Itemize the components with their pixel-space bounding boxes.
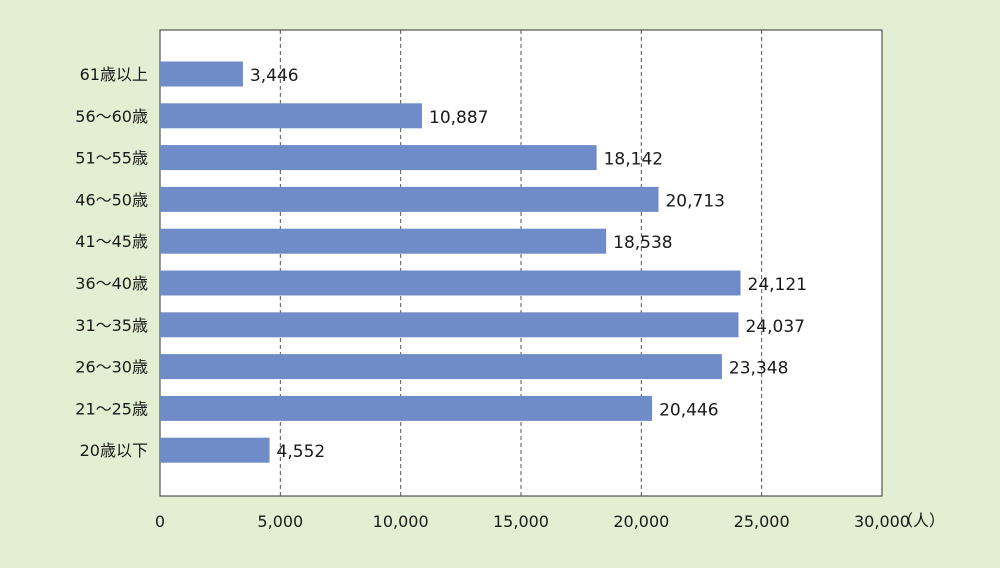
category-label: 56～60歳 <box>75 107 148 126</box>
bar <box>160 312 739 338</box>
value-label: 23,348 <box>729 359 788 379</box>
category-label: 36～40歳 <box>75 274 148 293</box>
category-labels: 61歳以上 56～60歳 51～55歳 46～50歳 41～45歳 36～40歳 31～35… <box>75 65 148 460</box>
category-label: 26～30歳 <box>75 358 148 377</box>
value-labels: 3,446 10,887 18,142 20,713 18,538 24,121 24,03… <box>250 66 807 462</box>
value-label: 20,713 <box>665 191 724 211</box>
x-tick-label: 5,000 <box>257 512 303 531</box>
x-tick-label: 25,000 <box>734 512 790 531</box>
bar <box>160 186 659 212</box>
bar <box>160 61 243 87</box>
value-label: 4,552 <box>277 442 326 462</box>
category-label: 41～45歳 <box>75 232 148 251</box>
x-tick-label: 15,000 <box>493 512 549 531</box>
category-label: 46～50歳 <box>75 190 148 209</box>
bar <box>160 437 270 463</box>
value-label: 18,142 <box>604 150 663 170</box>
value-label: 24,121 <box>748 275 807 295</box>
category-label: 21～25歳 <box>75 399 148 418</box>
category-label: 51～55歳 <box>75 149 148 168</box>
category-label: 20歳以下 <box>80 441 148 460</box>
category-label: 61歳以上 <box>80 65 148 84</box>
bars <box>160 61 741 463</box>
value-label: 10,887 <box>429 108 488 128</box>
x-tick-label: 30,000 <box>854 512 910 531</box>
bar <box>160 270 741 296</box>
x-tick-label: 10,000 <box>373 512 429 531</box>
value-label: 18,538 <box>613 233 672 253</box>
x-unit-label: （人） <box>897 511 945 530</box>
bar <box>160 103 423 129</box>
value-label: 24,037 <box>745 317 804 337</box>
bar <box>160 395 653 421</box>
bar <box>160 145 597 171</box>
value-label: 3,446 <box>250 66 299 86</box>
bar <box>160 228 607 254</box>
bar <box>160 354 722 380</box>
x-tick-label: 20,000 <box>613 512 669 531</box>
x-tick-label: 0 <box>155 512 165 531</box>
x-tick-labels: 0 5,000 10,000 15,000 20,000 25,000 30,000 <box>155 512 910 531</box>
category-label: 31～35歳 <box>75 316 148 335</box>
value-label: 20,446 <box>659 400 718 420</box>
